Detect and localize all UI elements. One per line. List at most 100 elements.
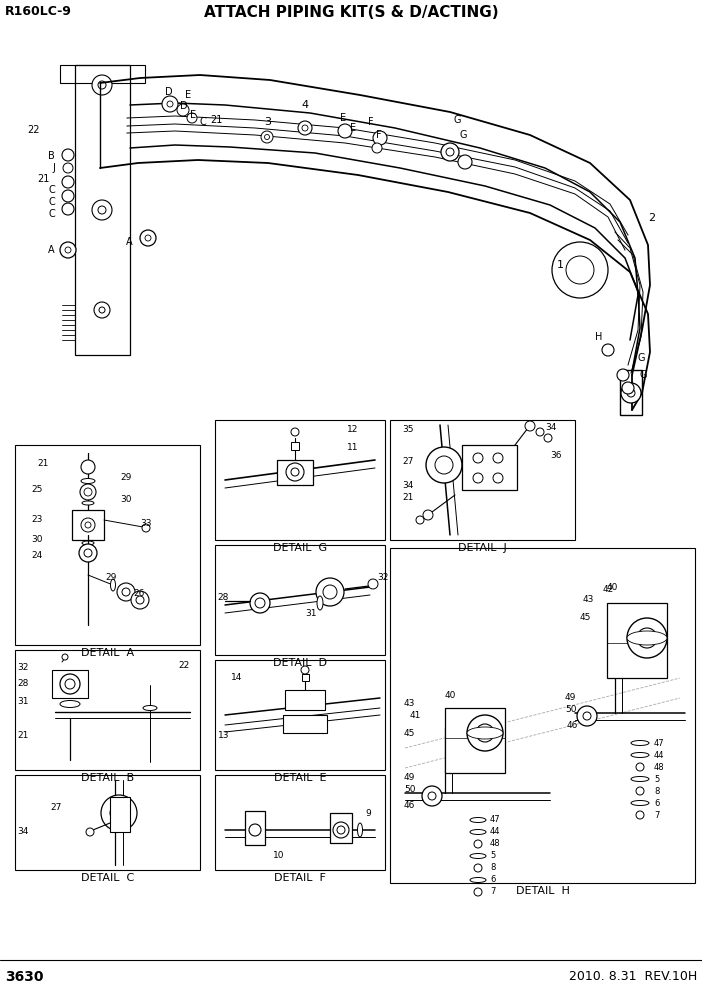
- Circle shape: [187, 113, 197, 123]
- Ellipse shape: [631, 801, 649, 806]
- Circle shape: [265, 135, 270, 140]
- Text: DETAIL  H: DETAIL H: [515, 886, 569, 896]
- Circle shape: [162, 96, 178, 112]
- Circle shape: [316, 578, 344, 606]
- Text: D: D: [165, 87, 173, 97]
- Text: 45: 45: [404, 728, 416, 737]
- Text: B: B: [48, 151, 55, 161]
- Text: 3630: 3630: [5, 970, 44, 984]
- Text: 6: 6: [490, 876, 496, 885]
- Text: 21: 21: [210, 115, 223, 125]
- Circle shape: [428, 792, 436, 800]
- Bar: [15, 445, 200, 645]
- Text: F: F: [368, 117, 373, 127]
- Ellipse shape: [110, 579, 116, 591]
- Circle shape: [474, 888, 482, 896]
- Text: 4: 4: [301, 100, 309, 110]
- Text: 29: 29: [120, 473, 131, 482]
- Circle shape: [617, 369, 629, 381]
- Bar: [75, 65, 130, 355]
- Circle shape: [338, 124, 352, 138]
- Circle shape: [250, 593, 270, 613]
- Text: 32: 32: [18, 664, 29, 673]
- Circle shape: [323, 585, 337, 599]
- Bar: [285, 690, 325, 710]
- Circle shape: [291, 428, 299, 436]
- Text: E: E: [190, 110, 196, 120]
- Circle shape: [136, 596, 144, 604]
- Circle shape: [122, 588, 130, 596]
- Text: 21: 21: [18, 730, 29, 739]
- Circle shape: [473, 473, 483, 483]
- Text: 50: 50: [565, 705, 576, 714]
- Circle shape: [627, 389, 635, 397]
- Ellipse shape: [60, 700, 80, 707]
- Circle shape: [422, 786, 442, 806]
- Circle shape: [131, 591, 149, 609]
- Circle shape: [577, 706, 597, 726]
- Ellipse shape: [317, 596, 323, 610]
- Text: 21: 21: [37, 458, 48, 467]
- Circle shape: [458, 155, 472, 169]
- Text: DETAIL  G: DETAIL G: [273, 543, 327, 553]
- Text: 46: 46: [404, 802, 416, 810]
- Text: 10: 10: [273, 850, 284, 859]
- Text: 7: 7: [490, 888, 496, 897]
- Circle shape: [544, 434, 552, 442]
- Circle shape: [255, 598, 265, 608]
- Text: 2: 2: [648, 213, 655, 223]
- Circle shape: [117, 583, 135, 601]
- Circle shape: [92, 200, 112, 220]
- Text: 43: 43: [583, 595, 595, 604]
- Text: 5: 5: [654, 775, 659, 784]
- Circle shape: [636, 811, 644, 819]
- Text: 30: 30: [31, 536, 43, 545]
- Circle shape: [636, 787, 644, 795]
- Text: 47: 47: [490, 815, 501, 824]
- Ellipse shape: [627, 631, 667, 645]
- Circle shape: [493, 453, 503, 463]
- Circle shape: [177, 104, 189, 116]
- Ellipse shape: [143, 705, 157, 710]
- Bar: [330, 813, 352, 843]
- Bar: [110, 797, 130, 832]
- Circle shape: [81, 518, 95, 532]
- Ellipse shape: [631, 740, 649, 746]
- Text: 34: 34: [18, 827, 29, 836]
- Text: 13: 13: [218, 730, 229, 739]
- Circle shape: [80, 484, 96, 500]
- Ellipse shape: [470, 853, 486, 858]
- Text: E: E: [350, 123, 356, 133]
- Text: C: C: [48, 209, 55, 219]
- Ellipse shape: [470, 878, 486, 883]
- Circle shape: [373, 131, 387, 145]
- Text: 33: 33: [140, 519, 152, 528]
- Circle shape: [81, 460, 95, 474]
- Circle shape: [621, 383, 641, 403]
- Text: 9: 9: [365, 808, 371, 817]
- Circle shape: [140, 230, 156, 246]
- Circle shape: [261, 131, 273, 143]
- Text: R160LC-9: R160LC-9: [5, 5, 72, 18]
- Text: 30: 30: [120, 495, 131, 505]
- Circle shape: [423, 510, 433, 520]
- Text: DETAIL  D: DETAIL D: [273, 658, 327, 668]
- Circle shape: [583, 712, 591, 720]
- Ellipse shape: [470, 829, 486, 834]
- Text: D: D: [180, 101, 187, 111]
- Circle shape: [302, 125, 308, 131]
- Circle shape: [98, 81, 106, 89]
- Circle shape: [368, 579, 378, 589]
- Text: 8: 8: [490, 863, 496, 873]
- Text: 48: 48: [654, 763, 665, 772]
- Bar: [245, 811, 265, 845]
- Text: 8: 8: [654, 787, 659, 796]
- Ellipse shape: [631, 753, 649, 758]
- Text: 12: 12: [347, 426, 359, 434]
- Bar: [60, 65, 145, 83]
- Text: C: C: [200, 117, 207, 127]
- Circle shape: [62, 176, 74, 188]
- Text: DETAIL  E: DETAIL E: [274, 773, 326, 783]
- Circle shape: [62, 190, 74, 202]
- Text: G: G: [454, 115, 461, 125]
